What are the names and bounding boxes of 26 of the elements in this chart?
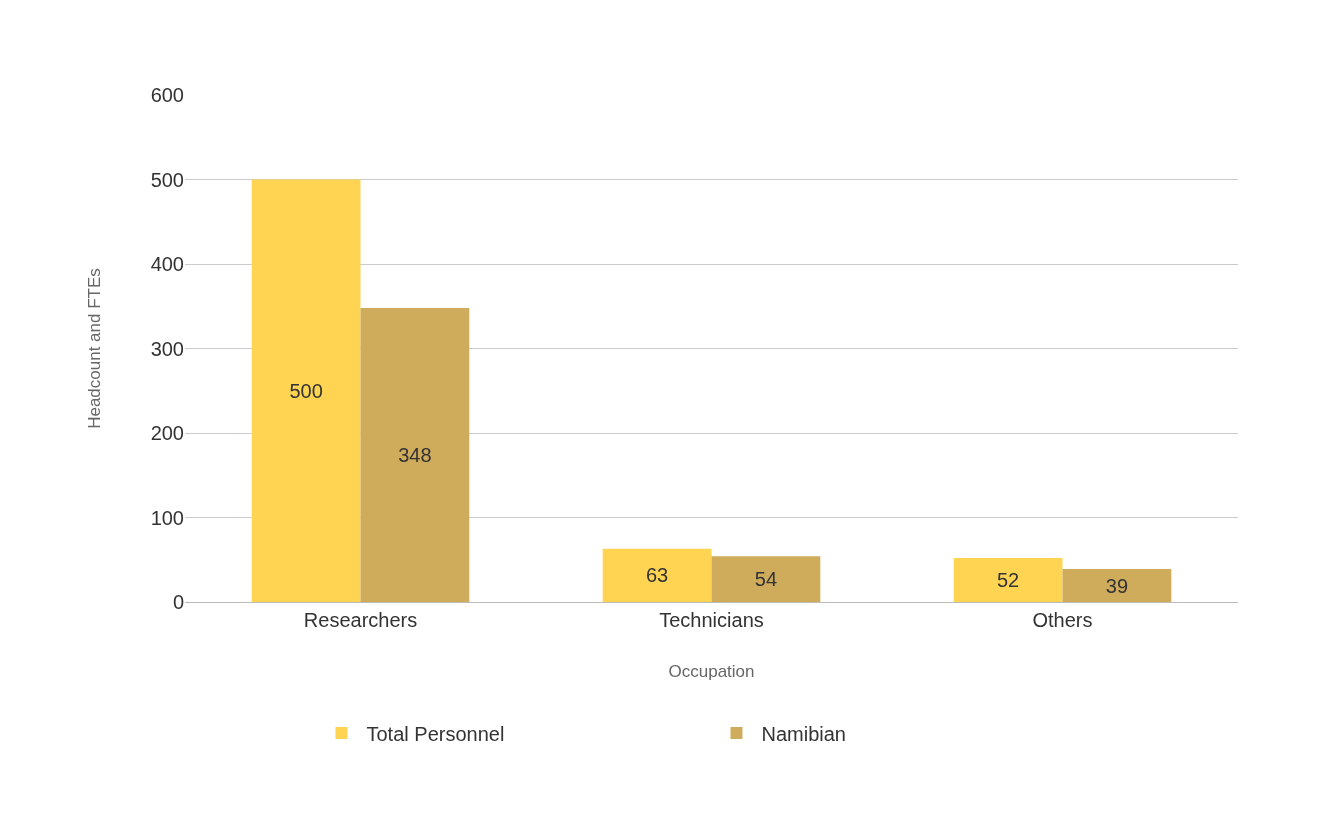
bar	[711, 556, 821, 602]
y-axis-title: Headcount and FTEs	[85, 268, 105, 429]
y-tick-label: 100	[150, 506, 184, 529]
data-label: 52	[996, 569, 1020, 592]
x-tick-label: Technicians	[659, 609, 764, 631]
bar	[251, 179, 361, 602]
y-tick-label: 600	[150, 84, 184, 106]
x-tick-label: Researchers	[303, 609, 418, 631]
data-label: 500	[289, 379, 323, 402]
data-label: 63	[645, 564, 669, 587]
y-tick-label: 400	[150, 253, 184, 275]
y-tick-label: 200	[150, 422, 184, 444]
x-tick-label: Others	[1032, 609, 1093, 631]
data-label: 39	[1105, 574, 1129, 597]
data-label: 54	[754, 568, 778, 591]
legend-label: Total Personnel	[366, 722, 505, 745]
y-tick-label: 300	[150, 337, 184, 360]
x-axis-title: Occupation	[668, 662, 755, 682]
data-label: 348	[398, 443, 432, 466]
bar	[360, 307, 470, 602]
bar	[1062, 569, 1172, 602]
bar	[953, 558, 1063, 602]
bar	[602, 548, 712, 602]
y-tick-label: 0	[172, 591, 184, 613]
legend-label: Namibian	[761, 722, 846, 745]
y-tick-label: 500	[150, 168, 184, 191]
